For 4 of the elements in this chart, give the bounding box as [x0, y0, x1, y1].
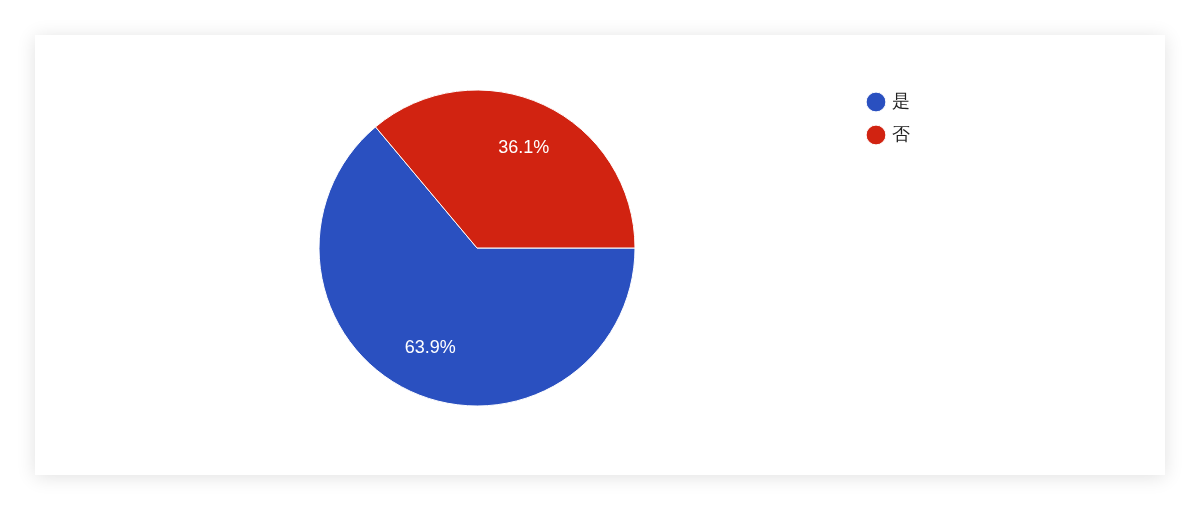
- data-label: 63.9%: [404, 337, 456, 358]
- legend-label: 是: [892, 90, 910, 111]
- data-label: 36.1%: [498, 136, 550, 157]
- legend-label: 否: [892, 123, 910, 144]
